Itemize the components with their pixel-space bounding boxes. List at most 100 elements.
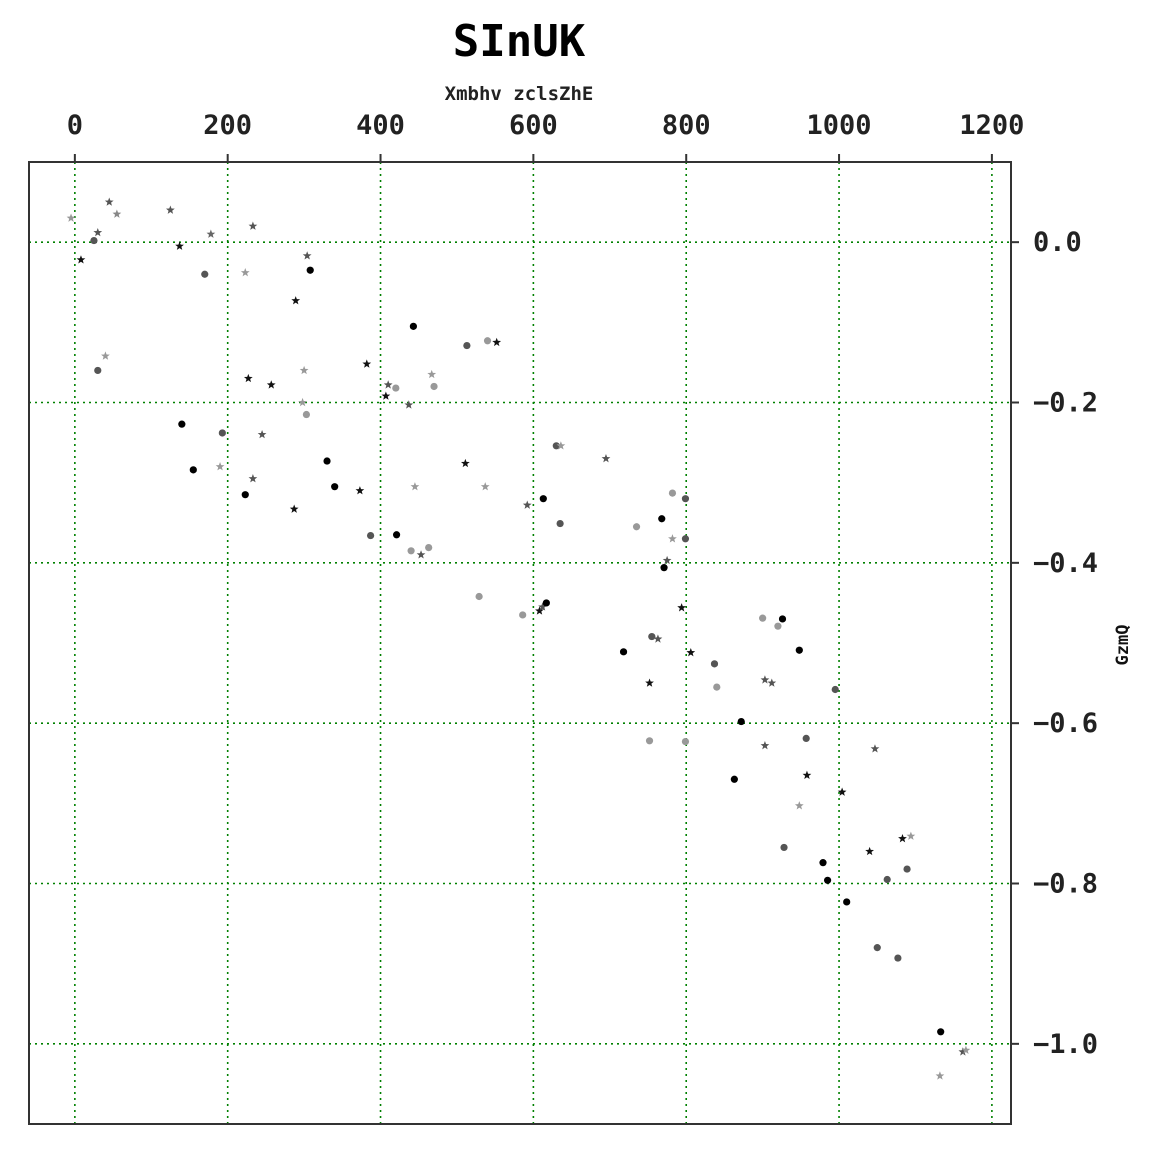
data-point-circle	[778, 615, 787, 623]
data-point-star	[302, 251, 312, 260]
x-tick-label: 400	[356, 110, 405, 141]
y-tick-label: −0.2	[1033, 388, 1098, 419]
data-point-circle	[843, 898, 851, 906]
data-point-star	[243, 373, 253, 383]
data-point-star	[898, 834, 907, 843]
data-point-star	[427, 369, 437, 379]
data-point-star	[961, 1045, 971, 1054]
data-point-circle	[425, 544, 433, 552]
data-point-star	[101, 351, 110, 360]
data-point-star	[248, 221, 258, 230]
data-point-circle	[819, 859, 827, 867]
data-point-circle	[619, 648, 628, 656]
x-tick-label: 1200	[959, 110, 1024, 141]
data-point-star	[93, 227, 103, 237]
data-point-star	[383, 380, 393, 389]
data-point-star	[677, 603, 686, 612]
y-tick-label: −0.8	[1033, 869, 1098, 900]
data-point-circle	[795, 646, 803, 654]
data-point-circle	[802, 734, 810, 742]
data-point-star	[653, 634, 663, 643]
data-point-star	[837, 787, 847, 796]
data-point-circle	[903, 865, 911, 873]
axis-ticks: 0 200 400 600 800 1000 1200 0.0 −0.2 −0.4 −0.6 −0.8…	[67, 110, 1098, 1060]
data-point-star	[601, 454, 611, 463]
grid	[29, 162, 1011, 1124]
data-point-star	[289, 504, 299, 513]
data-point-star	[794, 801, 804, 810]
y-tick-label: −0.4	[1033, 548, 1098, 579]
data-point-circle	[392, 384, 400, 392]
data-point-circle	[519, 611, 527, 619]
data-point-circle	[463, 341, 471, 350]
data-point-star	[686, 648, 696, 657]
data-point-circle	[894, 954, 902, 962]
data-point-circle	[737, 717, 745, 726]
data-point-circle	[681, 495, 690, 503]
data-point-star	[480, 482, 490, 491]
data-point-star	[410, 482, 420, 491]
data-point-star	[645, 678, 654, 687]
data-point-star	[175, 241, 184, 250]
data-point-star	[291, 296, 301, 305]
data-point-star	[906, 831, 916, 840]
data-point-circle	[937, 1028, 945, 1036]
data-point-circle	[392, 531, 401, 539]
data-point-circle	[645, 737, 654, 745]
data-point-star	[104, 197, 114, 206]
data-point-circle	[218, 429, 226, 437]
data-point-circle	[660, 564, 668, 572]
data-point-circle	[189, 466, 197, 474]
data-point-star	[662, 555, 672, 565]
data-point-star	[958, 1047, 968, 1056]
y-tick-label: −1.0	[1033, 1029, 1098, 1060]
data-point-star	[266, 380, 276, 389]
data-point-circle	[774, 622, 782, 630]
data-point-star	[362, 359, 372, 368]
data-point-circle	[710, 660, 719, 668]
data-point-circle	[542, 599, 550, 607]
data-point-circle	[873, 944, 881, 952]
data-point-circle	[178, 420, 186, 428]
data-point-circle	[730, 775, 738, 783]
data-point-circle	[556, 519, 564, 528]
data-point-star	[206, 229, 216, 238]
data-point-circle	[780, 843, 788, 852]
y-axis-label: GzmQ	[1113, 625, 1133, 666]
data-point-circle	[831, 685, 839, 694]
data-point-star	[460, 458, 470, 468]
data-point-circle	[681, 535, 690, 543]
data-point-circle	[713, 683, 721, 691]
data-point-star	[404, 400, 414, 409]
data-point-circle	[366, 531, 375, 540]
data-point-star	[66, 213, 76, 222]
y-tick-label: −0.6	[1033, 708, 1098, 739]
data-point-circle	[331, 483, 339, 491]
data-point-star	[416, 550, 426, 559]
data-point-star	[668, 534, 677, 543]
data-point-circle	[632, 523, 641, 531]
data-point-star	[865, 846, 874, 856]
data-point-star	[381, 391, 391, 400]
y-tick-label: 0.0	[1033, 227, 1082, 258]
data-point-star	[166, 205, 175, 214]
data-point-star	[240, 268, 250, 277]
data-point-star	[215, 462, 225, 471]
data-point-circle	[475, 592, 483, 601]
data-point-circle	[668, 489, 677, 497]
x-tick-label: 0	[67, 110, 83, 141]
data-point-star	[767, 678, 777, 687]
data-point-circle	[407, 547, 415, 555]
data-point-circle	[306, 266, 314, 274]
data-point-circle	[759, 614, 767, 622]
chart-title: SInUK	[453, 16, 586, 67]
x-tick-label: 200	[203, 110, 252, 141]
data-point-star	[535, 606, 544, 615]
data-point-star	[492, 337, 502, 347]
data-point-circle	[90, 236, 98, 245]
data-point-star	[112, 209, 122, 218]
data-point-circle	[658, 515, 666, 523]
data-points	[66, 197, 971, 1080]
data-point-circle	[323, 457, 331, 465]
